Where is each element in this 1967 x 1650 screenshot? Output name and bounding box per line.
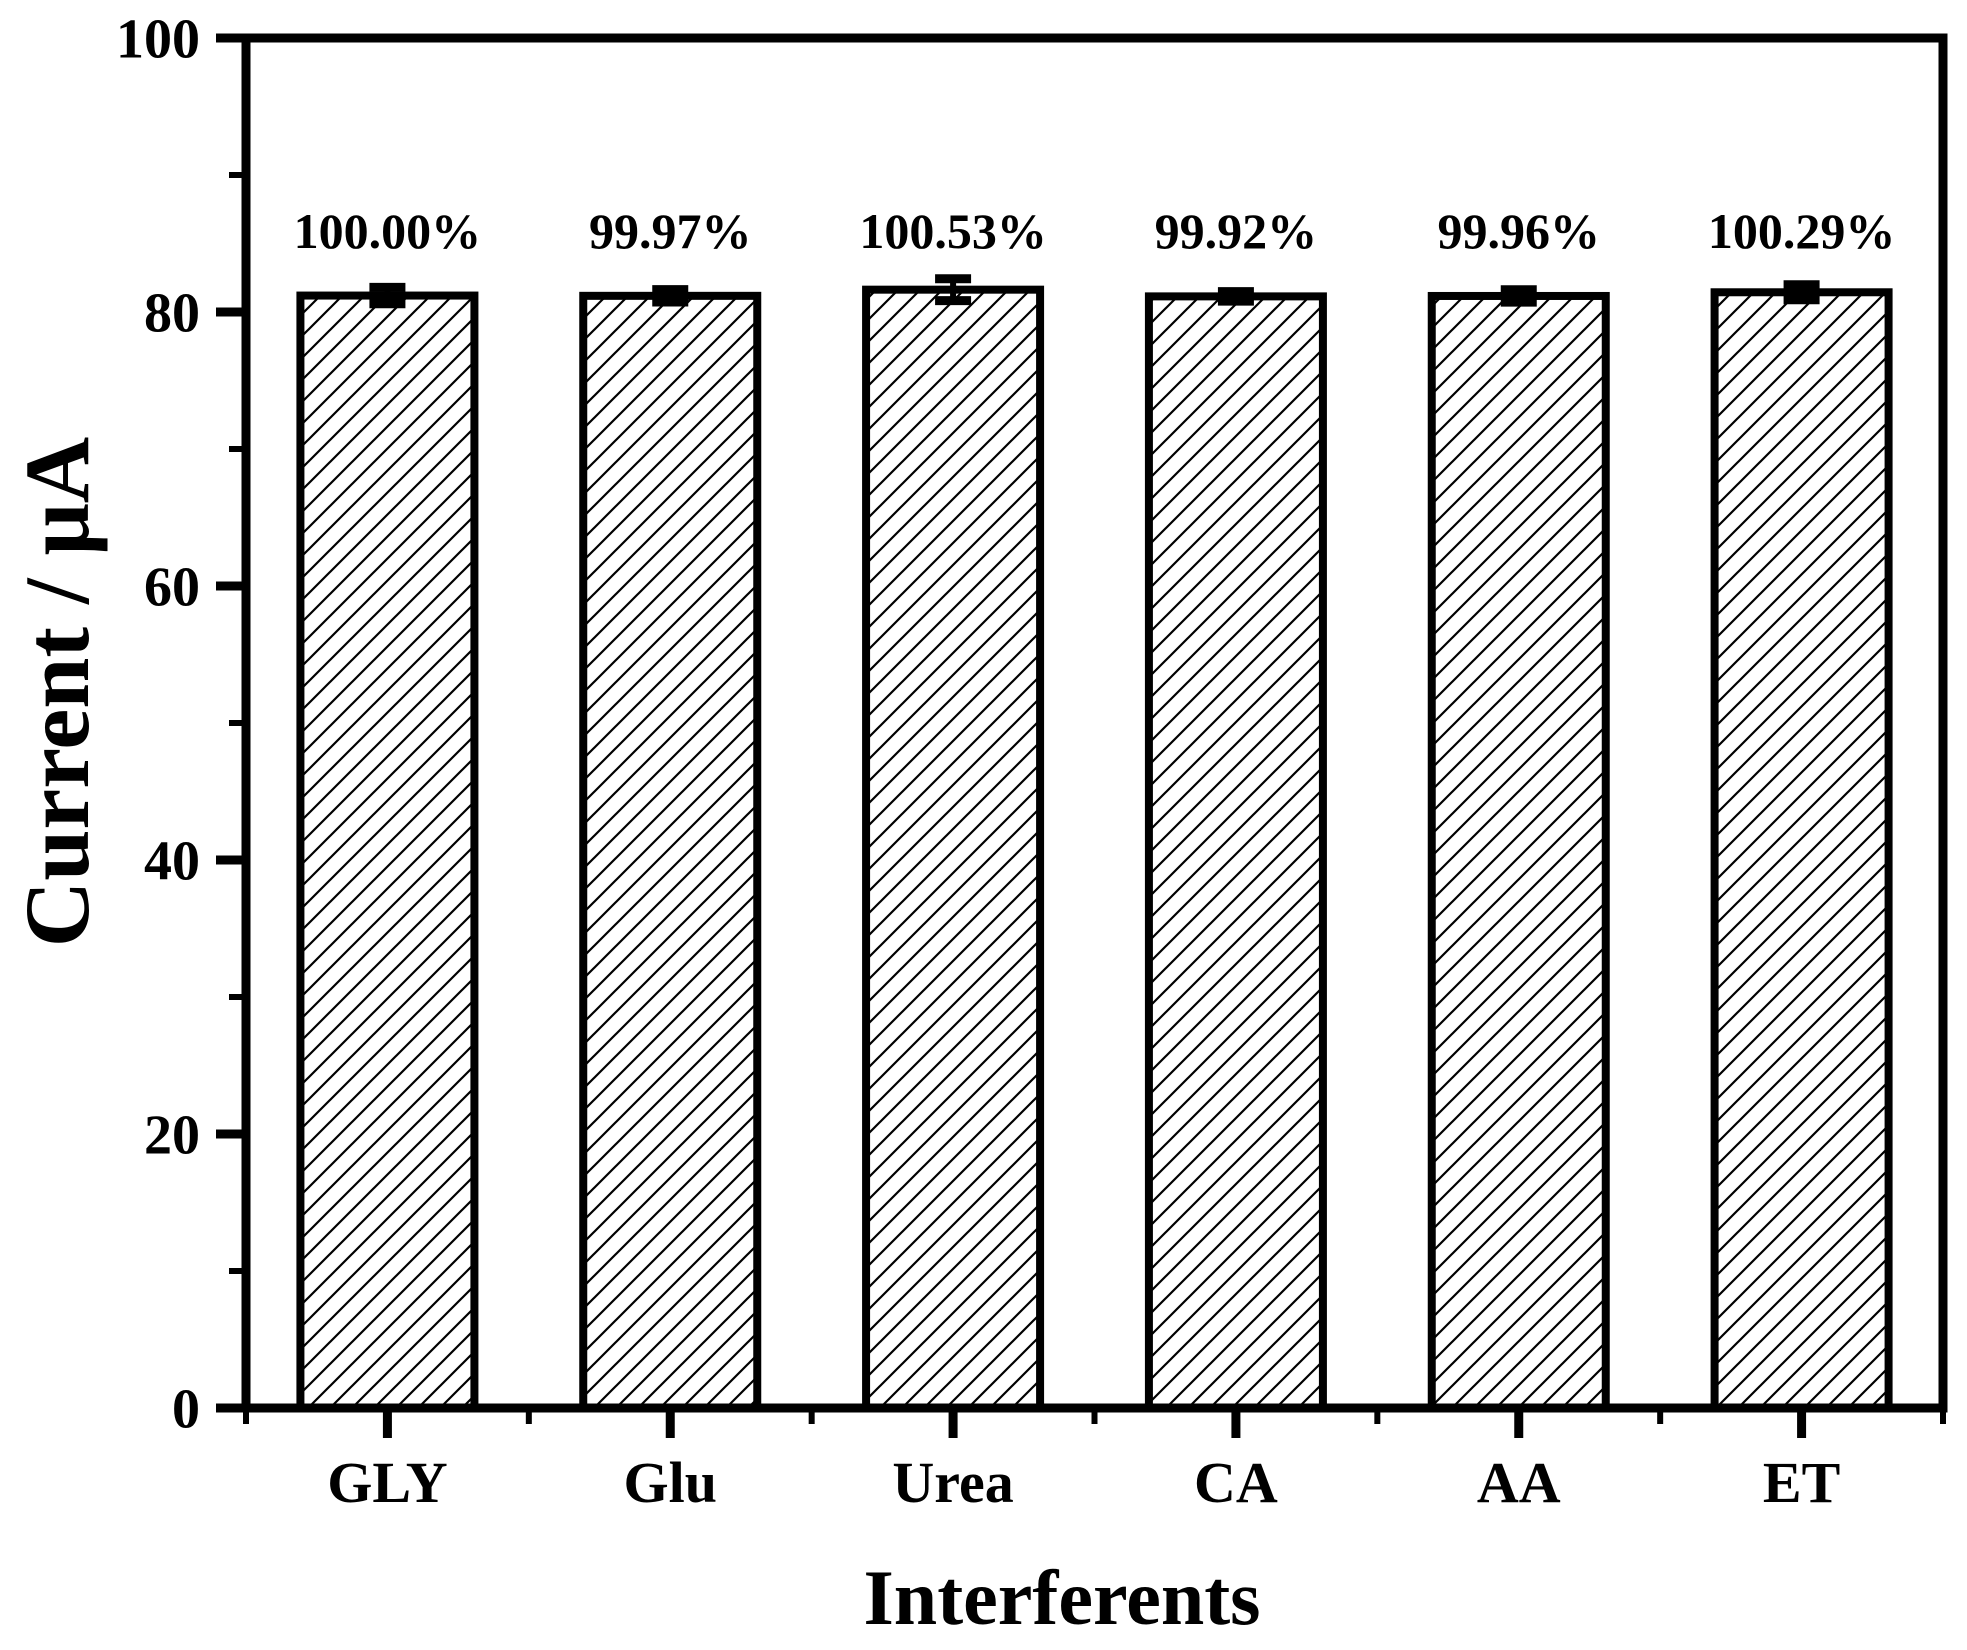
bar-AA [1427,291,1610,1413]
x-tick-label-AA: AA [1477,1450,1561,1515]
bar-value-label-AA: 99.96% [1438,203,1601,259]
y-tick-label-100: 100 [116,9,200,71]
y-tick-label-0: 0 [172,1379,200,1441]
x-tick-label-Urea: Urea [892,1450,1013,1515]
plot-area: 0 20 40 60 80 100 GLY Glu Urea CA AA ET 100.00% 99.97… [116,9,1948,1515]
x-tick-label-GLY: GLY [327,1450,447,1515]
axes-frame [241,33,1948,1413]
bar-CA [1144,292,1327,1413]
y-tick-label-20: 20 [144,1105,200,1167]
y-axis-title: Current / μA [6,437,108,947]
bar-value-label-ET: 100.29% [1708,203,1896,259]
bar-Glu [579,291,762,1413]
x-tick-label-ET: ET [1763,1450,1840,1515]
bar-value-label-GLY: 100.00% [294,203,482,259]
bar-value-label-CA: 99.92% [1155,203,1318,259]
y-tick-label-60: 60 [144,557,200,619]
x-axis-title: Interferents [863,1554,1260,1641]
bar-GLY [296,291,479,1412]
bar-value-label-Glu: 99.97% [589,203,752,259]
y-tick-label-80: 80 [144,283,200,345]
x-tick-label-CA: CA [1194,1450,1278,1515]
bar-Urea [862,285,1045,1413]
bar-ET [1710,288,1893,1413]
y-tick-label-40: 40 [144,831,200,893]
x-tick-label-Glu: Glu [624,1450,718,1515]
bar-value-label-Urea: 100.53% [859,203,1047,259]
